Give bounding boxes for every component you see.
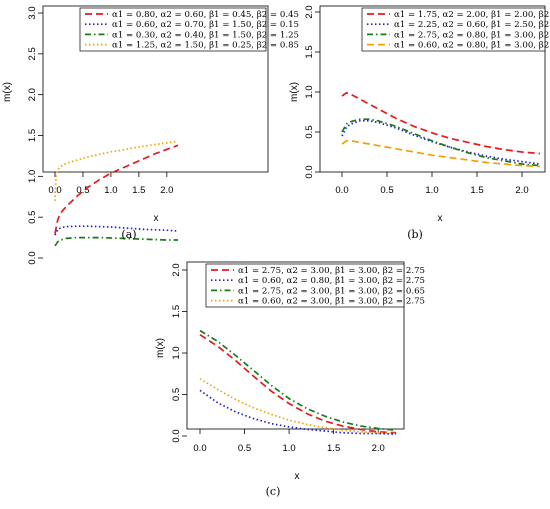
legend-entry: α1 = 0.60, α2 = 0.80, β1 = 3.00, β2 = 0.… xyxy=(394,41,550,51)
y-axis-label: m(x) xyxy=(2,82,13,102)
x-tick-label: 2.0 xyxy=(160,185,173,196)
series-line-4 xyxy=(341,139,541,168)
legend-entry: α1 = 1.25, α2 = 1.50, β1 = 0.25, β2 = 0.… xyxy=(112,41,299,51)
series-line-4 xyxy=(54,140,179,201)
legend-entry: α1 = 0.80, α2 = 0.60, β1 = 0.45, β2 = 0.… xyxy=(112,10,299,20)
series-line-3 xyxy=(341,118,541,167)
panel-b: 0.0 0.5 1.0 1.5 2.0 0.0 0.5 1.0 1.5 2.0 x m(x) α1 = … xyxy=(289,5,550,241)
x-tick-label: 1.0 xyxy=(425,185,438,196)
x-tick-label: 2.0 xyxy=(372,443,385,454)
y-tick-label: 0.0 xyxy=(304,165,315,178)
y-tick-label: 2.5 xyxy=(27,47,38,60)
legend-entry: α1 = 1.75, α2 = 2.00, β1 = 2.00, β2 = 0.… xyxy=(394,10,550,20)
panel-caption: (c) xyxy=(266,485,281,498)
x-tick-label: 0.5 xyxy=(76,185,89,196)
x-tick-label: 1.5 xyxy=(327,443,340,454)
y-tick-label: 2.0 xyxy=(27,88,38,101)
y-tick-label: 3.0 xyxy=(27,6,38,19)
y-tick-label: 1.0 xyxy=(304,85,315,98)
series-line-1 xyxy=(199,333,397,434)
y-tick-label: 2.0 xyxy=(304,5,315,18)
x-tick-label: 1.0 xyxy=(104,185,117,196)
plot-frame xyxy=(42,5,269,173)
series-line-2 xyxy=(341,119,541,165)
x-tick-label: 1.5 xyxy=(470,185,483,196)
series-line-3 xyxy=(54,236,178,247)
series-line-2 xyxy=(54,225,179,236)
y-tick-label: 1.0 xyxy=(27,170,38,183)
panel-a: 0.0 0.5 1.0 1.5 2.0 0.0 0.5 1.0 1.5 2.0 2.5 3.0 x m(x… xyxy=(2,5,299,265)
x-tick-label: 0.0 xyxy=(193,443,206,454)
panel-caption: (a) xyxy=(121,228,136,241)
y-axis-label: m(x) xyxy=(289,82,300,102)
legend xyxy=(79,7,267,52)
legend-entry: α1 = 2.75, α2 = 0.80, β1 = 3.00, β2 = 0.… xyxy=(394,30,550,40)
y-tick-label: 1.5 xyxy=(304,45,315,58)
x-tick-label: 0.5 xyxy=(238,443,251,454)
y-tick-label: 0.5 xyxy=(27,211,38,224)
legend-entry: α1 = 0.30, α2 = 0.40, β1 = 1.50, β2 = 1.… xyxy=(112,30,299,40)
y-tick-label: 2.0 xyxy=(171,263,182,276)
y-tick-label: 1.5 xyxy=(171,305,182,318)
x-axis-label: x xyxy=(438,213,443,224)
panel-caption: (b) xyxy=(407,228,423,241)
plot-frame xyxy=(186,261,405,430)
legend-entry: α1 = 0.60, α2 = 3.00, β1 = 3.00, β2 = 2.… xyxy=(238,297,425,307)
y-tick-label: 0.0 xyxy=(171,429,182,442)
series-line-4 xyxy=(199,377,397,435)
legend-entry: α1 = 0.60, α2 = 0.80, β1 = 3.00, β2 = 2.… xyxy=(238,276,425,286)
legend xyxy=(205,263,405,308)
legend-entry: α1 = 2.25, α2 = 0.60, β1 = 2.50, β2 = 0.… xyxy=(394,20,550,30)
x-axis-label: x xyxy=(154,213,159,224)
series-line-2 xyxy=(199,389,397,436)
series-line-1 xyxy=(54,144,179,234)
series-line-3 xyxy=(199,329,397,432)
x-axis-label: x xyxy=(295,471,300,482)
legend-entry: α1 = 0.60, α2 = 0.70, β1 = 1.50, β2 = 0.… xyxy=(112,20,299,30)
y-tick-label: 0.5 xyxy=(171,388,182,401)
x-tick-label: 1.5 xyxy=(132,185,145,196)
y-tick-label: 1.5 xyxy=(27,129,38,142)
y-tick-label: 0.5 xyxy=(304,125,315,138)
x-tick-label: 1.0 xyxy=(282,443,295,454)
x-tick-label: 2.0 xyxy=(515,185,528,196)
legend-entry: α1 = 2.75, α2 = 3.00, β1 = 3.00, β2 = 2.… xyxy=(238,266,425,276)
panel-c: 0.0 0.5 1.0 1.5 2.0 0.0 0.5 1.0 1.5 2.0 x m(x) α1 = … xyxy=(155,261,425,498)
y-axis-label: m(x) xyxy=(155,338,166,358)
legend-entry: α1 = 2.75, α2 = 3.00, β1 = 3.00, β2 = 0.… xyxy=(238,286,425,296)
y-tick-label: 1.0 xyxy=(171,346,182,359)
series-line-1 xyxy=(341,91,541,155)
x-tick-label: 0.0 xyxy=(48,185,61,196)
plot-frame xyxy=(319,5,546,173)
y-tick-label: 0.0 xyxy=(27,251,38,264)
legend xyxy=(361,7,546,52)
x-tick-label: 0.0 xyxy=(335,185,348,196)
x-tick-label: 0.5 xyxy=(380,185,393,196)
